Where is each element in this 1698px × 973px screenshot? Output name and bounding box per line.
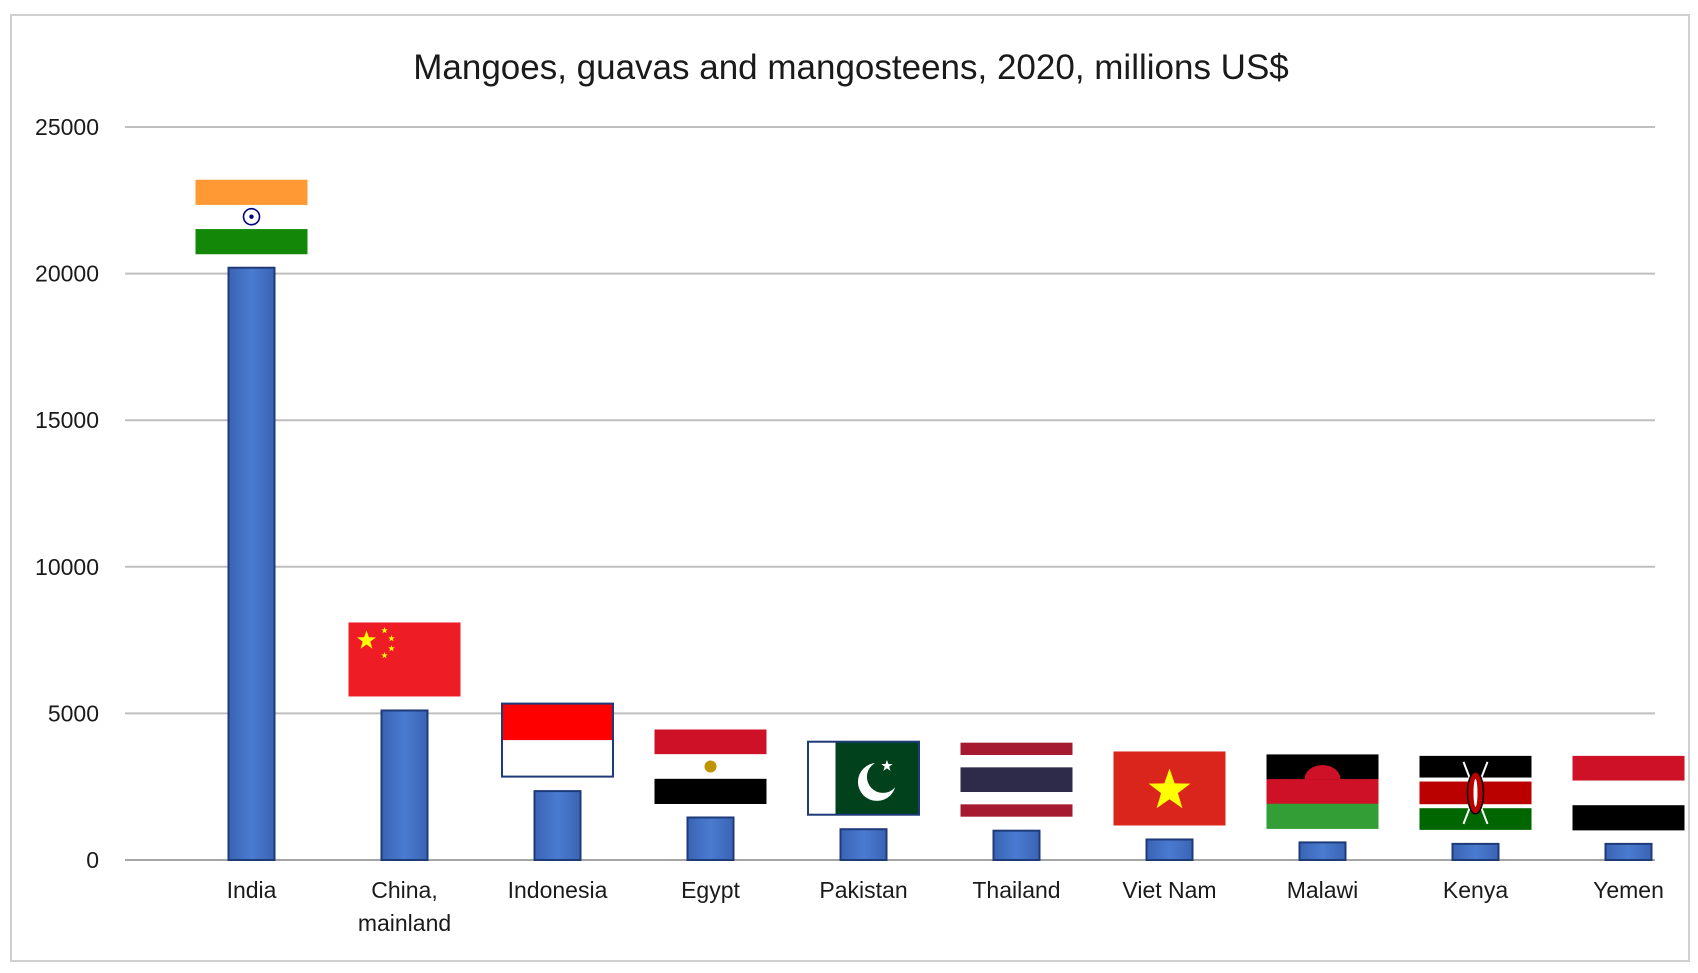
x-category-label: Kenya (1443, 877, 1508, 903)
bars (227, 266, 1653, 862)
flag-stripe (195, 179, 308, 205)
x-category-label: Viet Nam (1122, 877, 1216, 903)
x-category-label-line: Pakistan (819, 877, 907, 903)
x-category-label: Malawi (1287, 877, 1359, 903)
x-category-label: Yemen (1593, 877, 1664, 903)
india-flag (195, 179, 308, 255)
flag-border (807, 740, 920, 816)
gridlines (125, 126, 1655, 861)
y-tick-label: 20000 (35, 261, 99, 287)
flag-stripe (1266, 803, 1379, 829)
flag-stripe (1572, 805, 1685, 831)
bar-9 (1604, 842, 1653, 862)
thailand-flag (960, 742, 1073, 817)
flag-border (501, 702, 614, 778)
flag-stripe (960, 804, 1073, 817)
flag-stripe (1572, 755, 1685, 782)
x-category-labels: India China, mainland Indonesia Egypt Pakista… (227, 877, 1664, 936)
x-category-label: India (227, 877, 277, 903)
flag-stripe (1572, 780, 1685, 806)
x-category-label-line: Indonesia (508, 877, 608, 903)
pakistan-flag (807, 740, 920, 816)
kenya-flag (1419, 755, 1532, 830)
x-category-label: Thailand (972, 877, 1060, 903)
chakra (242, 207, 261, 226)
bar-5 (992, 829, 1041, 861)
x-category-label: China, mainland (358, 877, 451, 936)
flag-stripe (960, 742, 1073, 756)
flag-star (388, 634, 395, 642)
x-category-label: Egypt (681, 877, 740, 903)
flags (195, 179, 1685, 831)
chakra-hub (249, 214, 254, 219)
crescent-inner (866, 760, 899, 793)
bar-7 (1298, 841, 1347, 862)
eagle-emblem (704, 760, 717, 773)
flag-star (357, 630, 376, 649)
china-flag (348, 622, 461, 697)
shield-emblem-mark (1473, 778, 1478, 807)
y-tick-label: 25000 (35, 114, 99, 140)
x-category-label-line: India (227, 877, 277, 903)
x-category-label-line: Thailand (972, 877, 1060, 903)
y-tick-labels: 0 5000 10000 15000 20000 25000 (35, 114, 99, 873)
x-category-label-line: Kenya (1443, 877, 1508, 903)
x-category-label-line: Malawi (1287, 877, 1359, 903)
flag-stripe (960, 767, 1073, 793)
flag-stripe (654, 778, 767, 804)
y-tick-label: 10000 (35, 554, 99, 580)
flag-star (388, 644, 395, 652)
bar-8 (1451, 842, 1500, 862)
x-category-label-line: Egypt (681, 877, 740, 903)
vietnam-flag (1113, 751, 1226, 826)
flag-stripe (501, 740, 614, 778)
flag-star (881, 759, 893, 771)
flag-stripe (1419, 755, 1532, 778)
malawi-flag (1266, 754, 1379, 829)
bar-6 (1145, 838, 1194, 862)
indonesia-flag (501, 702, 614, 778)
flag-star (381, 651, 388, 659)
flag-stripe (654, 729, 767, 755)
flag-stripe (501, 703, 614, 741)
x-category-label-line: Viet Nam (1122, 877, 1216, 903)
x-category-label: Pakistan (819, 877, 907, 903)
x-category-label-line: Yemen (1593, 877, 1664, 903)
egypt-flag (654, 729, 767, 804)
yemen-flag (1572, 755, 1685, 831)
bar-3 (686, 816, 735, 862)
bar-4 (839, 828, 888, 861)
flag-stripe (1266, 779, 1379, 805)
bar-1 (380, 709, 429, 862)
rising-sun (1304, 765, 1341, 780)
x-category-label: Indonesia (508, 877, 608, 903)
flag-background (348, 622, 461, 697)
flag-star (1148, 768, 1191, 809)
y-tick-label: 5000 (48, 700, 99, 726)
bar-2 (533, 790, 582, 862)
bar-0 (227, 266, 276, 861)
y-tick-label: 15000 (35, 407, 99, 433)
flag-star (381, 626, 388, 634)
chart-title: Mangoes, guavas and mangosteens, 2020, m… (413, 48, 1289, 87)
y-tick-label: 0 (86, 847, 99, 873)
flag-stripe (195, 229, 308, 255)
flag-stripe (1419, 808, 1532, 830)
x-category-label-line: China, (371, 877, 437, 903)
x-category-label-line: mainland (358, 910, 451, 936)
